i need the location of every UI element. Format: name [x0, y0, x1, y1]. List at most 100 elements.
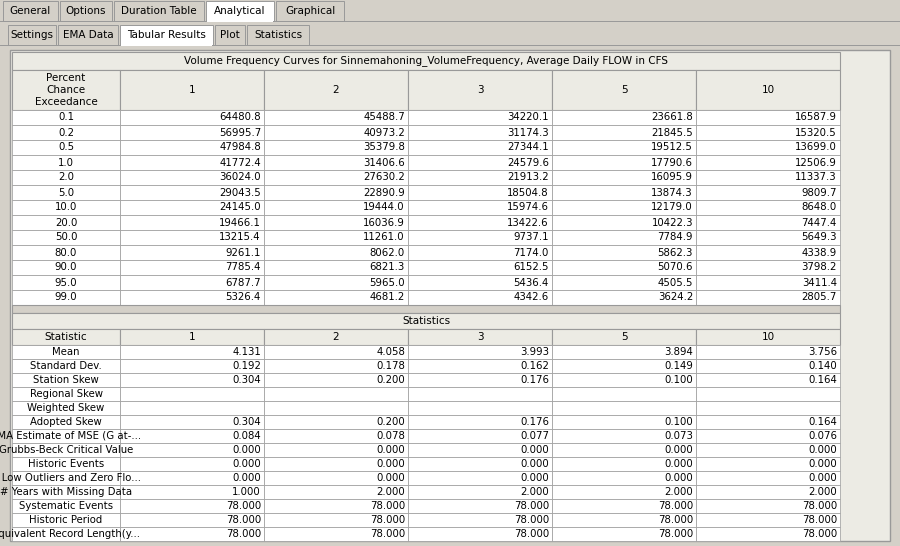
- Text: 19512.5: 19512.5: [651, 143, 693, 152]
- Text: Statistics: Statistics: [402, 316, 450, 326]
- Bar: [264, 230, 408, 245]
- Bar: [696, 275, 840, 290]
- Bar: [264, 387, 408, 401]
- Bar: [60, 1, 112, 21]
- Text: 15974.6: 15974.6: [507, 203, 549, 212]
- Text: 29043.5: 29043.5: [220, 187, 261, 198]
- Text: 0.304: 0.304: [232, 417, 261, 427]
- Text: 31174.3: 31174.3: [508, 128, 549, 138]
- Bar: [408, 401, 552, 415]
- Bar: [264, 290, 408, 305]
- Bar: [12, 70, 120, 110]
- Bar: [696, 290, 840, 305]
- Text: 10: 10: [761, 332, 775, 342]
- Bar: [264, 401, 408, 415]
- Bar: [264, 485, 408, 499]
- Text: 0.1: 0.1: [58, 112, 74, 122]
- Text: 11337.3: 11337.3: [796, 173, 837, 182]
- Text: 7447.4: 7447.4: [802, 217, 837, 228]
- Text: 11261.0: 11261.0: [364, 233, 405, 242]
- Bar: [264, 140, 408, 155]
- Text: 7785.4: 7785.4: [226, 263, 261, 272]
- Bar: [12, 485, 120, 499]
- Text: 0.084: 0.084: [232, 431, 261, 441]
- Bar: [552, 185, 696, 200]
- Text: 5326.4: 5326.4: [226, 293, 261, 302]
- Bar: [552, 170, 696, 185]
- Bar: [206, 1, 274, 21]
- Text: 0.000: 0.000: [664, 445, 693, 455]
- Text: Adopted Skew: Adopted Skew: [30, 417, 102, 427]
- Text: 13699.0: 13699.0: [795, 143, 837, 152]
- Text: Weighted Skew: Weighted Skew: [27, 403, 104, 413]
- Text: 4342.6: 4342.6: [514, 293, 549, 302]
- Text: 3: 3: [477, 332, 483, 342]
- Text: 16036.9: 16036.9: [363, 217, 405, 228]
- Text: 3: 3: [477, 85, 483, 95]
- Text: 0.100: 0.100: [664, 417, 693, 427]
- Bar: [408, 170, 552, 185]
- Text: 1: 1: [189, 332, 195, 342]
- Bar: [264, 275, 408, 290]
- Bar: [696, 170, 840, 185]
- Text: 0.000: 0.000: [232, 473, 261, 483]
- Text: 0.073: 0.073: [664, 431, 693, 441]
- Bar: [408, 125, 552, 140]
- Bar: [552, 275, 696, 290]
- Text: 4338.9: 4338.9: [802, 247, 837, 258]
- Bar: [12, 345, 120, 359]
- Text: 0.000: 0.000: [376, 445, 405, 455]
- Bar: [696, 125, 840, 140]
- Text: 78.000: 78.000: [514, 501, 549, 511]
- Bar: [696, 185, 840, 200]
- Bar: [552, 429, 696, 443]
- Text: 3624.2: 3624.2: [658, 293, 693, 302]
- Text: 19466.1: 19466.1: [219, 217, 261, 228]
- Text: 0.200: 0.200: [376, 417, 405, 427]
- Text: 78.000: 78.000: [370, 515, 405, 525]
- Text: 80.0: 80.0: [55, 247, 77, 258]
- Text: 12506.9: 12506.9: [795, 157, 837, 168]
- Text: 5436.4: 5436.4: [514, 277, 549, 288]
- Bar: [12, 275, 120, 290]
- Bar: [552, 125, 696, 140]
- Bar: [264, 429, 408, 443]
- Text: 7784.9: 7784.9: [658, 233, 693, 242]
- Bar: [12, 170, 120, 185]
- Text: 0.077: 0.077: [520, 431, 549, 441]
- Bar: [120, 110, 264, 125]
- Text: 10.0: 10.0: [55, 203, 77, 212]
- Text: 0.162: 0.162: [520, 361, 549, 371]
- Bar: [120, 245, 264, 260]
- Bar: [264, 215, 408, 230]
- Text: 21845.5: 21845.5: [652, 128, 693, 138]
- Text: 78.000: 78.000: [802, 529, 837, 539]
- Text: Historic Period: Historic Period: [30, 515, 103, 525]
- Bar: [58, 25, 118, 45]
- Text: 5649.3: 5649.3: [802, 233, 837, 242]
- Text: 34220.1: 34220.1: [508, 112, 549, 122]
- Text: 16587.9: 16587.9: [795, 112, 837, 122]
- Text: 50.0: 50.0: [55, 233, 77, 242]
- Bar: [120, 140, 264, 155]
- Text: # Low Outliers and Zero Flo...: # Low Outliers and Zero Flo...: [0, 473, 141, 483]
- Bar: [276, 1, 344, 21]
- Text: 95.0: 95.0: [55, 277, 77, 288]
- Text: 2.000: 2.000: [664, 487, 693, 497]
- Text: 3411.4: 3411.4: [802, 277, 837, 288]
- Bar: [120, 401, 264, 415]
- Text: 0.100: 0.100: [664, 375, 693, 385]
- Text: Statistic: Statistic: [45, 332, 87, 342]
- Text: 4.058: 4.058: [376, 347, 405, 357]
- Bar: [264, 471, 408, 485]
- Text: 4505.5: 4505.5: [658, 277, 693, 288]
- Text: Statistics: Statistics: [254, 30, 302, 40]
- Text: 78.000: 78.000: [658, 529, 693, 539]
- Text: 0.000: 0.000: [520, 445, 549, 455]
- Bar: [696, 499, 840, 513]
- Text: 0.5: 0.5: [58, 143, 74, 152]
- Text: 18504.8: 18504.8: [508, 187, 549, 198]
- Text: 17790.6: 17790.6: [651, 157, 693, 168]
- Text: 10: 10: [761, 85, 775, 95]
- Text: 78.000: 78.000: [370, 529, 405, 539]
